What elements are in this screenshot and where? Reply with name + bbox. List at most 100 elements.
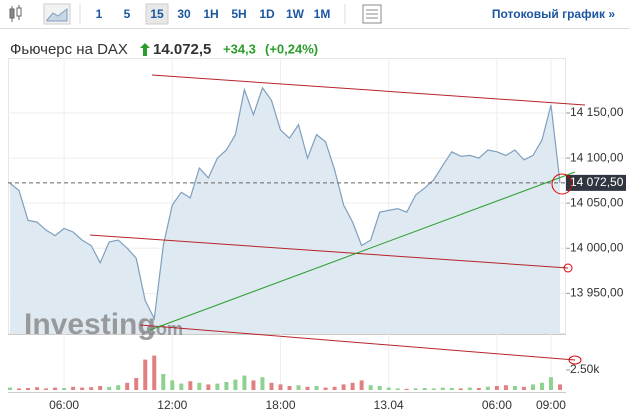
volume-bar (251, 380, 256, 390)
volume-bar (278, 384, 283, 390)
volume-bar (395, 388, 400, 390)
volume-bar (152, 355, 157, 390)
volume-bar (476, 388, 481, 390)
x-tick-label: 06:00 (482, 398, 512, 412)
price: 14.072,5 (153, 41, 211, 58)
drawings (89, 74, 586, 365)
x-tick-label: 06:00 (49, 398, 79, 412)
trend-line[interactable] (151, 74, 586, 106)
trend-handle[interactable] (563, 263, 573, 273)
volume-bar (215, 383, 220, 390)
volume-bar (125, 382, 130, 390)
stream-link[interactable]: Потоковый график » (492, 7, 615, 21)
trend-handle[interactable] (551, 173, 573, 195)
plot: 06:00 12:00 18:00 13.04 06:00 09:00 13 950,00 1… (8, 58, 626, 412)
interval-button[interactable]: 30 (177, 7, 191, 21)
trend-line[interactable] (89, 234, 569, 269)
volume-bar (440, 387, 445, 390)
volume-bar (116, 385, 121, 390)
price-area (10, 87, 560, 333)
interval-button[interactable]: 15 (150, 7, 164, 21)
volume-bar (386, 387, 391, 390)
y-tick-label: 14 050,00 (570, 195, 624, 209)
trend-handle[interactable] (568, 355, 582, 365)
volume-bar (242, 375, 247, 390)
volume-bar (107, 386, 112, 390)
volume-bar (26, 388, 31, 390)
watermark: Investing .com (24, 308, 183, 341)
volume-bar (449, 388, 454, 390)
y-tick-label: 14 100,00 (570, 150, 624, 164)
change-pct: (+0,24%) (265, 41, 318, 56)
volume-bar (413, 388, 418, 390)
area-icon[interactable] (43, 3, 71, 25)
volume-bar (332, 386, 337, 390)
toolbar-bg (0, 0, 630, 28)
y2-tick-label: 2.50k (570, 362, 600, 376)
up-arrow (140, 43, 150, 56)
volume-bar (179, 383, 184, 390)
trend-line[interactable] (149, 171, 576, 331)
volume-bar (233, 379, 238, 390)
volume-bar (341, 384, 346, 390)
volume-bar (431, 388, 436, 390)
volume-bar (35, 387, 40, 390)
volume-bar (323, 387, 328, 390)
interval-button[interactable]: 5H (231, 7, 246, 21)
last-price-label: 14 072,50 (570, 175, 624, 189)
volume-bar (467, 387, 472, 390)
volume-bar (359, 380, 364, 390)
last-price-box (566, 174, 626, 191)
volume-bar (197, 382, 202, 390)
candle-icon[interactable] (9, 5, 22, 22)
volume-bar (170, 380, 175, 390)
y-tick-label: 13 950,00 (570, 285, 624, 299)
interval-button[interactable]: 1W (286, 7, 305, 21)
price-line (9, 86, 561, 321)
x-tick-label: 09:00 (536, 398, 566, 412)
volume-bar (503, 385, 508, 390)
volume-bar (17, 388, 22, 390)
volume-bar (224, 382, 229, 390)
volume-bar (558, 384, 562, 390)
volume-bar (521, 386, 526, 390)
interval-button[interactable]: 1D (259, 7, 275, 21)
volume-bar (512, 386, 517, 390)
volume-bar (422, 388, 427, 390)
volume-bar (188, 381, 193, 390)
y-tick-label: 14 000,00 (570, 240, 624, 254)
volume-bar (98, 386, 103, 390)
trend-line[interactable] (139, 324, 576, 361)
x-tick-label: 13.04 (374, 398, 404, 412)
volume-bar (260, 377, 265, 390)
volume-bar (287, 386, 292, 390)
volume-bar (143, 359, 148, 390)
volume-bar (368, 385, 373, 390)
volume-bar (314, 386, 319, 390)
interval-button[interactable]: 1M (314, 7, 331, 21)
volume-bar (206, 384, 211, 390)
x-tick-label: 18:00 (265, 398, 295, 412)
volume-bar (485, 386, 490, 390)
volume-bar (530, 384, 535, 390)
volume-bar (161, 374, 166, 390)
plot-frame (8, 58, 566, 334)
table-icon[interactable] (362, 4, 382, 24)
volume-bar (80, 387, 85, 390)
volume-bar (53, 387, 58, 390)
interval-button[interactable]: 1H (203, 7, 218, 21)
volume-bar (377, 386, 382, 390)
volume-bar (404, 388, 409, 390)
volume-bar (350, 382, 355, 390)
interval-button[interactable]: 5 (124, 7, 131, 21)
volume-bar (134, 378, 139, 390)
active-interval-box (145, 3, 169, 25)
volume-bar (548, 377, 553, 390)
x-tick-label: 12:00 (157, 398, 187, 412)
volume-bar (296, 385, 301, 390)
volume-bar (71, 386, 76, 390)
change: +34,3 (223, 41, 256, 56)
volume-bar (494, 386, 499, 390)
interval-button[interactable]: 1 (96, 7, 103, 21)
